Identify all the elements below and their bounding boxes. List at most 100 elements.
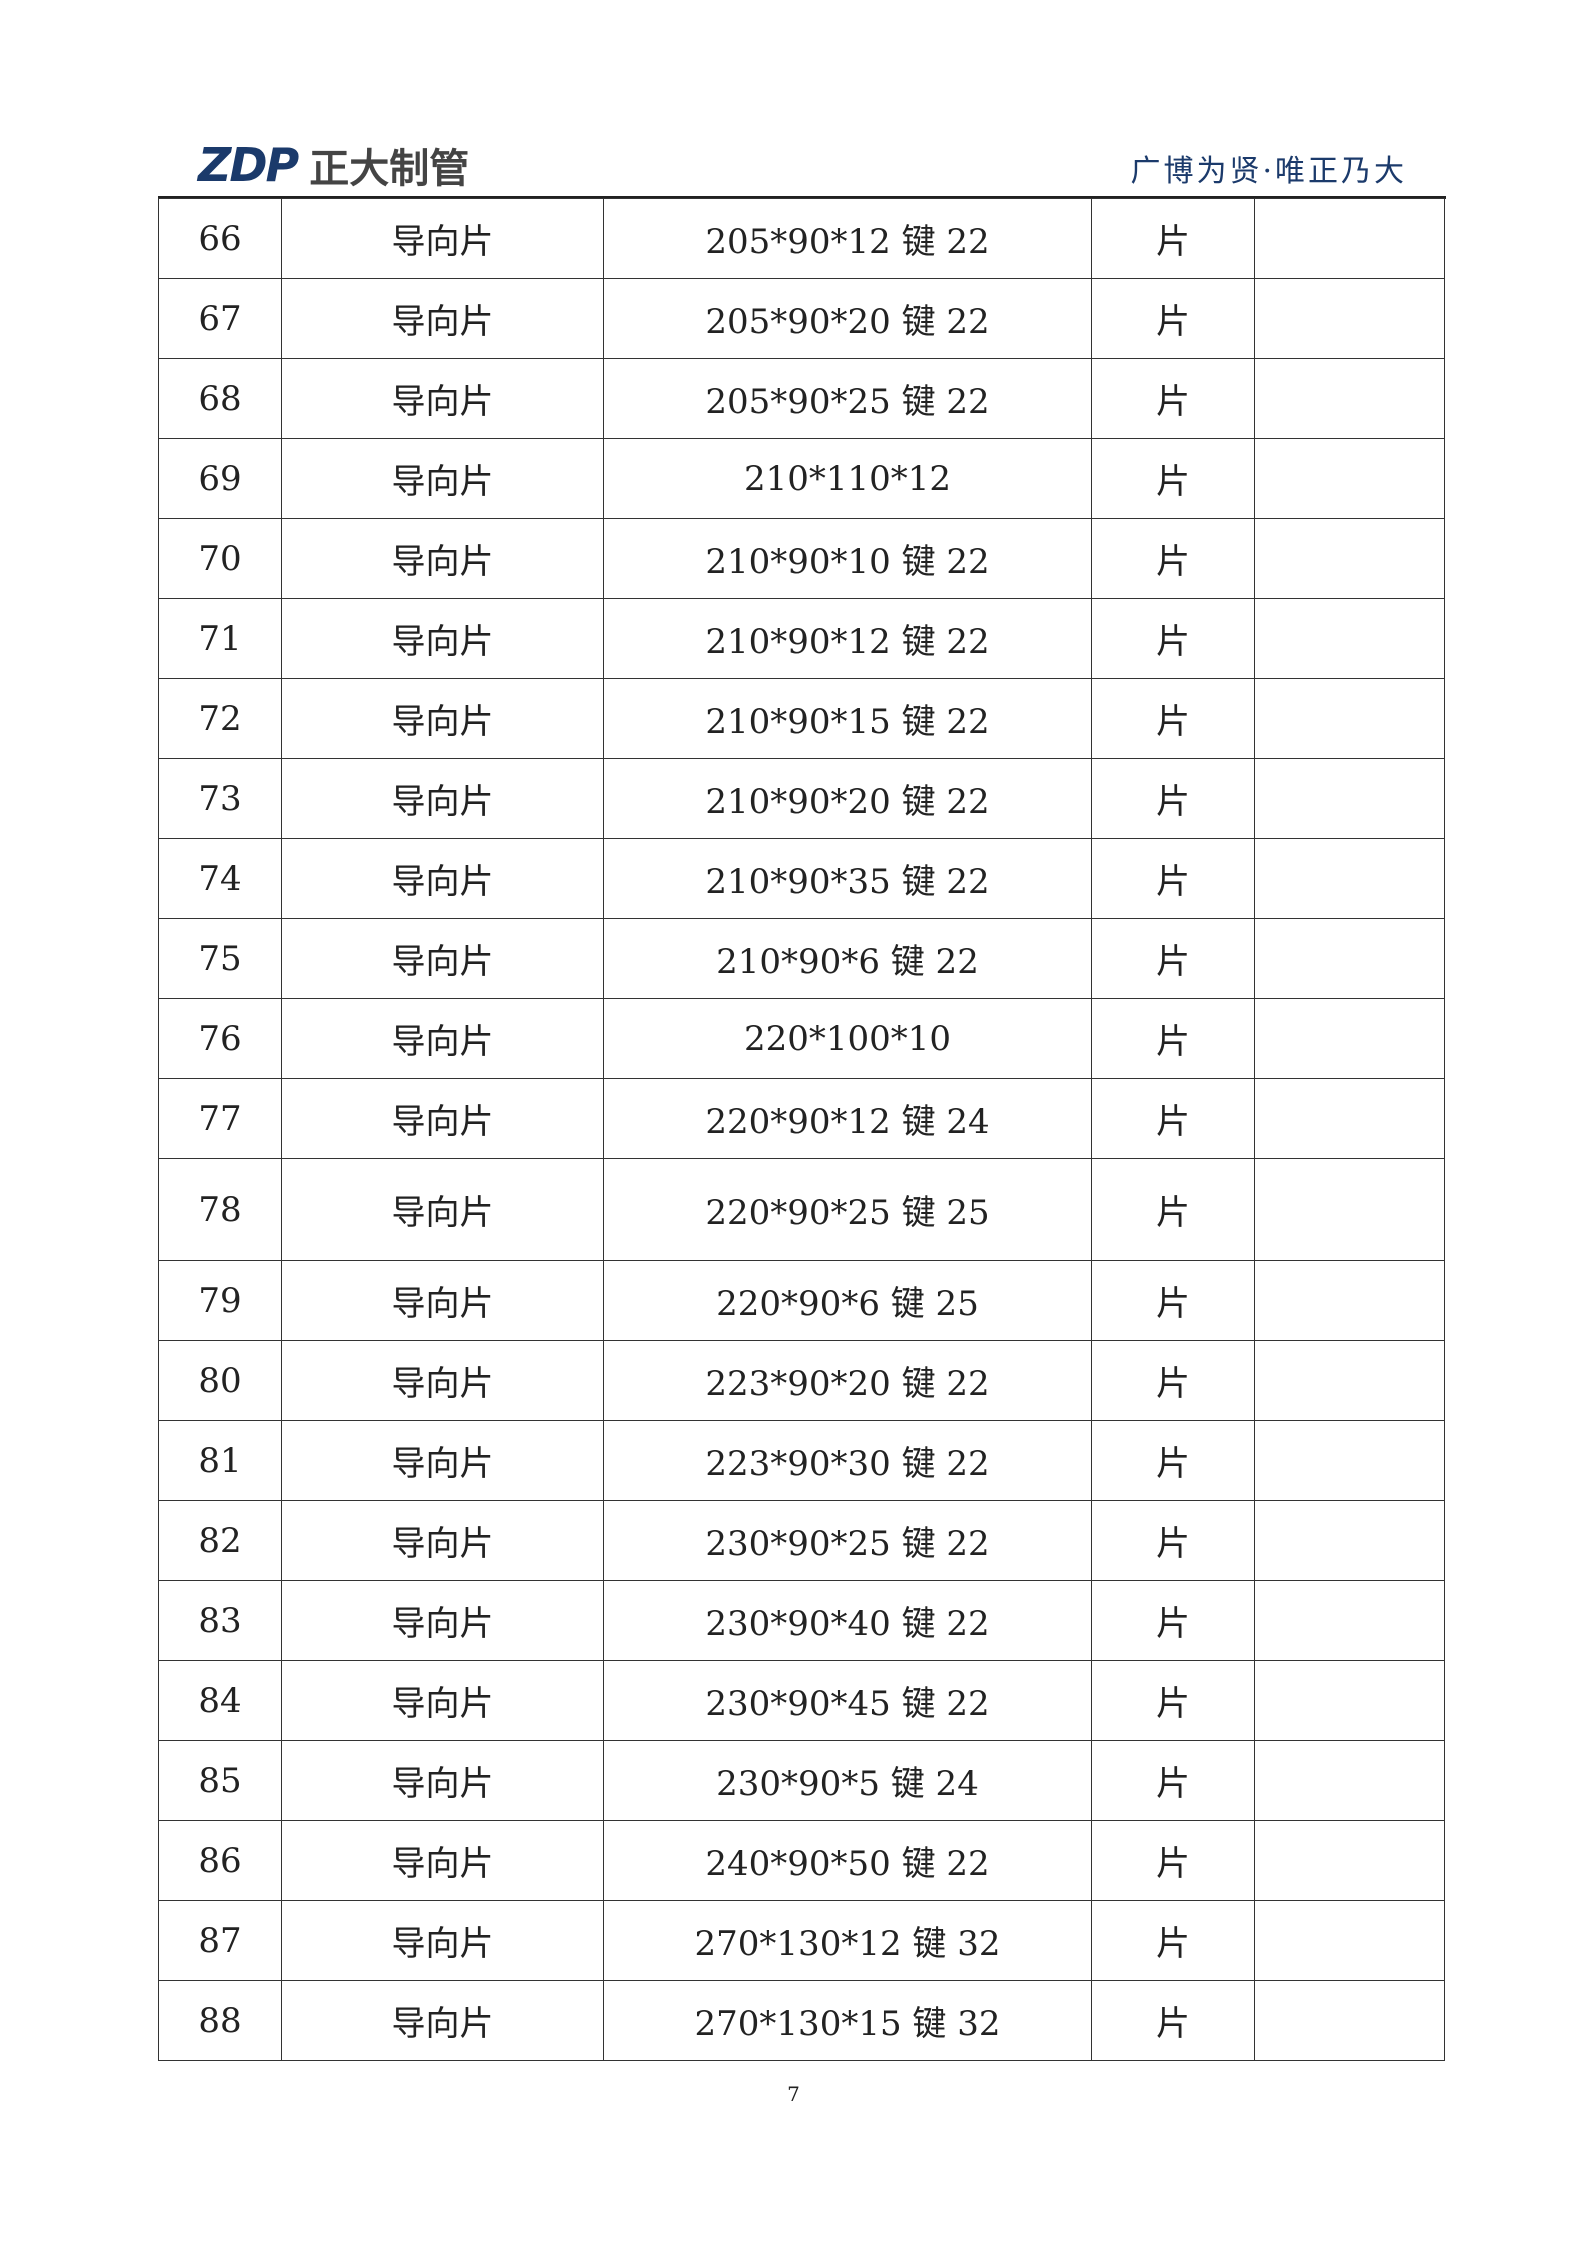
- cell-name: 导向片: [281, 438, 604, 519]
- cell-unit: 片: [1091, 1980, 1255, 2061]
- cell-spec: 220*90*6 键 25: [603, 1260, 1092, 1341]
- cell-spec: 270*130*12 键 32: [603, 1900, 1092, 1981]
- cell-remark: [1254, 1158, 1445, 1261]
- cell-spec: 210*90*15 键 22: [603, 678, 1092, 759]
- table-row: 79 导向片 220*90*6 键 25 片: [158, 1260, 1445, 1341]
- table-row: 66 导向片 205*90*12 键 22 片: [158, 198, 1445, 279]
- cell-spec: 210*90*10 键 22: [603, 518, 1092, 599]
- cell-remark: [1254, 1900, 1445, 1981]
- cell-spec: 205*90*20 键 22: [603, 278, 1092, 359]
- cell-name: 导向片: [281, 1260, 604, 1341]
- parts-table: 66 导向片 205*90*12 键 22 片 67 导向片 205*90*20 键 22 片…: [158, 198, 1445, 2061]
- table-row: 67 导向片 205*90*20 键 22 片: [158, 278, 1445, 359]
- table-row: 84 导向片 230*90*45 键 22 片: [158, 1660, 1445, 1741]
- cell-spec: 210*110*12: [603, 438, 1092, 519]
- cell-no: 67: [158, 278, 282, 359]
- cell-remark: [1254, 1500, 1445, 1581]
- cell-spec: 220*90*25 键 25: [603, 1158, 1092, 1261]
- cell-no: 81: [158, 1420, 282, 1501]
- table-row: 88 导向片 270*130*15 键 32 片: [158, 1980, 1445, 2061]
- cell-no: 83: [158, 1580, 282, 1661]
- cell-spec: 223*90*20 键 22: [603, 1340, 1092, 1421]
- cell-no: 73: [158, 758, 282, 839]
- cell-unit: 片: [1091, 1078, 1255, 1159]
- header-divider: [158, 196, 1446, 199]
- cell-spec: 230*90*45 键 22: [603, 1660, 1092, 1741]
- cell-unit: 片: [1091, 438, 1255, 519]
- cell-spec: 240*90*50 键 22: [603, 1820, 1092, 1901]
- table-row: 80 导向片 223*90*20 键 22 片: [158, 1340, 1445, 1421]
- cell-name: 导向片: [281, 1500, 604, 1581]
- cell-unit: 片: [1091, 598, 1255, 679]
- cell-spec: 220*100*10: [603, 998, 1092, 1079]
- cell-name: 导向片: [281, 1078, 604, 1159]
- cell-remark: [1254, 358, 1445, 439]
- cell-remark: [1254, 1580, 1445, 1661]
- cell-no: 85: [158, 1740, 282, 1821]
- table-row: 78 导向片 220*90*25 键 25 片: [158, 1158, 1445, 1261]
- cell-remark: [1254, 278, 1445, 359]
- table-row: 75 导向片 210*90*6 键 22 片: [158, 918, 1445, 999]
- cell-unit: 片: [1091, 1420, 1255, 1501]
- table-row: 72 导向片 210*90*15 键 22 片: [158, 678, 1445, 759]
- cell-no: 80: [158, 1340, 282, 1421]
- cell-name: 导向片: [281, 1158, 604, 1261]
- table-row: 87 导向片 270*130*12 键 32 片: [158, 1900, 1445, 1981]
- cell-no: 84: [158, 1660, 282, 1741]
- cell-name: 导向片: [281, 918, 604, 999]
- table-row: 69 导向片 210*110*12 片: [158, 438, 1445, 519]
- cell-no: 71: [158, 598, 282, 679]
- cell-no: 78: [158, 1158, 282, 1261]
- cell-no: 77: [158, 1078, 282, 1159]
- table-row: 71 导向片 210*90*12 键 22 片: [158, 598, 1445, 679]
- cell-remark: [1254, 438, 1445, 519]
- cell-remark: [1254, 598, 1445, 679]
- table-row: 70 导向片 210*90*10 键 22 片: [158, 518, 1445, 599]
- cell-remark: [1254, 1420, 1445, 1501]
- cell-no: 87: [158, 1900, 282, 1981]
- cell-unit: 片: [1091, 1580, 1255, 1661]
- cell-remark: [1254, 518, 1445, 599]
- cell-name: 导向片: [281, 1980, 604, 2061]
- cell-remark: [1254, 918, 1445, 999]
- cell-no: 70: [158, 518, 282, 599]
- cell-remark: [1254, 758, 1445, 839]
- cell-remark: [1254, 838, 1445, 919]
- table-row: 86 导向片 240*90*50 键 22 片: [158, 1820, 1445, 1901]
- cell-spec: 223*90*30 键 22: [603, 1420, 1092, 1501]
- cell-no: 88: [158, 1980, 282, 2061]
- cell-name: 导向片: [281, 678, 604, 759]
- cell-unit: 片: [1091, 998, 1255, 1079]
- cell-name: 导向片: [281, 1900, 604, 1981]
- cell-unit: 片: [1091, 1500, 1255, 1581]
- cell-name: 导向片: [281, 758, 604, 839]
- cell-remark: [1254, 198, 1445, 279]
- cell-remark: [1254, 1078, 1445, 1159]
- cell-spec: 210*90*20 键 22: [603, 758, 1092, 839]
- cell-unit: 片: [1091, 758, 1255, 839]
- table-row: 76 导向片 220*100*10 片: [158, 998, 1445, 1079]
- company-logo: ZDP 正大制管: [198, 136, 469, 194]
- table-row: 83 导向片 230*90*40 键 22 片: [158, 1580, 1445, 1661]
- cell-no: 82: [158, 1500, 282, 1581]
- cell-remark: [1254, 1740, 1445, 1821]
- cell-remark: [1254, 1980, 1445, 2061]
- table-row: 81 导向片 223*90*30 键 22 片: [158, 1420, 1445, 1501]
- cell-spec: 230*90*40 键 22: [603, 1580, 1092, 1661]
- cell-no: 72: [158, 678, 282, 759]
- cell-spec: 205*90*25 键 22: [603, 358, 1092, 439]
- cell-remark: [1254, 1820, 1445, 1901]
- cell-remark: [1254, 998, 1445, 1079]
- cell-spec: 205*90*12 键 22: [603, 198, 1092, 279]
- cell-name: 导向片: [281, 518, 604, 599]
- cell-unit: 片: [1091, 1260, 1255, 1341]
- cell-no: 76: [158, 998, 282, 1079]
- cell-name: 导向片: [281, 198, 604, 279]
- logo-mark: ZDP: [198, 138, 299, 192]
- cell-unit: 片: [1091, 198, 1255, 279]
- cell-no: 69: [158, 438, 282, 519]
- cell-unit: 片: [1091, 278, 1255, 359]
- cell-spec: 270*130*15 键 32: [603, 1980, 1092, 2061]
- cell-name: 导向片: [281, 838, 604, 919]
- cell-spec: 210*90*6 键 22: [603, 918, 1092, 999]
